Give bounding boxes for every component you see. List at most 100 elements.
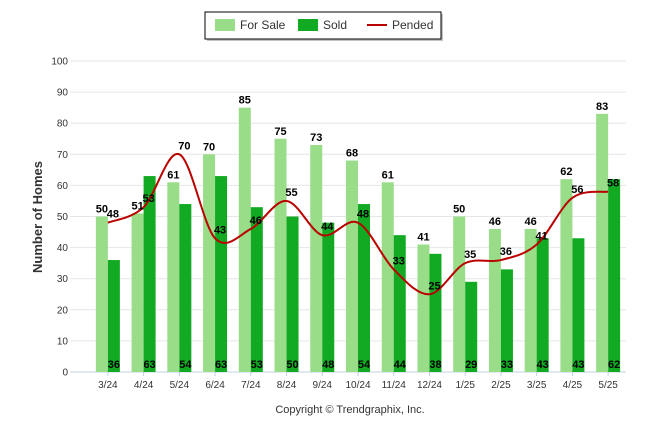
x-tick-label: 5/25 xyxy=(598,380,618,391)
sold-value-label: 29 xyxy=(465,359,477,371)
for-sale-value-label: 75 xyxy=(274,126,286,138)
sold-value-label: 43 xyxy=(572,359,584,371)
y-tick-label: 90 xyxy=(57,88,69,99)
data-labels: 50 36 48 51 63 53 61 54 70 70 63 43 85 53 46 75 50 55 73 48… xyxy=(96,95,621,371)
for-sale-value-label: 68 xyxy=(346,148,358,160)
pended-value-label: 53 xyxy=(142,193,154,205)
sold-value-label: 53 xyxy=(251,359,263,371)
pended-value-label: 56 xyxy=(571,184,583,196)
sold-value-label: 63 xyxy=(143,359,155,371)
for-sale-bar xyxy=(95,216,108,372)
sold-bar xyxy=(179,204,192,372)
sold-bar xyxy=(358,204,370,372)
sold-bar xyxy=(429,253,442,372)
y-tick-label: 80 xyxy=(57,119,69,130)
legend-label: Sold xyxy=(323,18,347,32)
for-sale-bar xyxy=(381,182,394,372)
y-axis-title: Number of Homes xyxy=(30,161,45,273)
sold-bar xyxy=(286,216,299,372)
x-tick-label: 12/24 xyxy=(417,380,442,391)
sold-value-label: 36 xyxy=(108,359,120,371)
for-sale-bar xyxy=(346,160,358,372)
pended-value-label: 36 xyxy=(500,246,512,258)
sold-value-label: 33 xyxy=(501,359,513,371)
legend-swatch xyxy=(215,19,235,31)
x-tick-label: 7/24 xyxy=(241,380,261,391)
pended-value-label: 46 xyxy=(250,215,262,227)
y-tick-label: 70 xyxy=(57,150,69,161)
y-tick-label: 100 xyxy=(51,57,68,68)
x-tick-label: 9/24 xyxy=(313,380,333,391)
sold-value-label: 62 xyxy=(608,359,620,371)
for-sale-bar xyxy=(453,216,466,372)
x-tick-label: 10/24 xyxy=(345,380,370,391)
sold-value-label: 50 xyxy=(286,359,298,371)
sold-value-label: 63 xyxy=(215,359,227,371)
sold-value-label: 54 xyxy=(179,359,192,371)
for-sale-value-label: 85 xyxy=(239,95,251,107)
y-tick-label: 30 xyxy=(57,274,69,285)
x-tick-label: 5/24 xyxy=(170,380,190,391)
x-tick-label: 3/25 xyxy=(527,380,547,391)
x-tick-label: 3/24 xyxy=(98,380,118,391)
pended-value-label: 55 xyxy=(285,187,297,199)
for-sale-value-label: 61 xyxy=(167,169,179,181)
for-sale-bar xyxy=(417,244,430,372)
sold-bar xyxy=(250,207,263,372)
for-sale-value-label: 62 xyxy=(560,166,572,178)
legend: For Sale Sold Pended xyxy=(215,18,433,32)
for-sale-bar xyxy=(238,107,251,373)
sold-value-label: 54 xyxy=(358,359,371,371)
sold-bar xyxy=(465,281,478,372)
sold-bar xyxy=(608,179,621,372)
y-axis-ticks: 0 10 20 30 40 50 60 70 80 90 100 xyxy=(51,57,68,379)
sold-bar xyxy=(572,238,585,372)
bars xyxy=(95,107,621,373)
for-sale-value-label: 50 xyxy=(453,204,465,216)
copyright-text: Copyright © Trendgraphix, Inc. xyxy=(275,404,424,416)
pended-value-label: 43 xyxy=(214,224,226,236)
y-tick-label: 0 xyxy=(62,368,68,379)
pended-value-label: 33 xyxy=(393,255,405,267)
sold-value-label: 38 xyxy=(429,359,441,371)
pended-value-label: 41 xyxy=(536,230,548,242)
pended-value-label: 48 xyxy=(107,209,119,221)
for-sale-value-label: 73 xyxy=(310,132,322,144)
sold-bar xyxy=(143,176,156,372)
x-tick-label: 2/25 xyxy=(491,380,511,391)
for-sale-bar xyxy=(203,154,216,372)
sold-bar xyxy=(107,260,120,372)
sold-value-label: 44 xyxy=(394,359,407,371)
x-tick-label: 1/25 xyxy=(455,380,475,391)
y-tick-label: 10 xyxy=(57,336,69,347)
for-sale-bar xyxy=(524,228,537,372)
x-tick-label: 4/24 xyxy=(134,380,154,391)
pended-value-label: 70 xyxy=(178,140,190,152)
sold-bar xyxy=(322,222,335,372)
y-tick-label: 20 xyxy=(57,305,69,316)
for-sale-value-label: 70 xyxy=(203,141,215,153)
x-tick-label: 11/24 xyxy=(382,380,407,391)
y-tick-label: 50 xyxy=(57,212,69,223)
pended-line-group xyxy=(107,153,609,296)
y-tick-label: 60 xyxy=(57,181,69,192)
for-sale-bar xyxy=(310,144,323,372)
sold-value-label: 48 xyxy=(322,359,334,371)
pended-value-label: 48 xyxy=(357,209,369,221)
for-sale-value-label: 46 xyxy=(489,216,501,228)
sold-value-label: 43 xyxy=(537,359,549,371)
for-sale-bar xyxy=(274,138,287,372)
sold-bar xyxy=(536,238,549,372)
legend-swatch xyxy=(298,19,318,31)
for-sale-bar xyxy=(131,213,144,372)
for-sale-value-label: 83 xyxy=(596,101,608,113)
for-sale-value-label: 51 xyxy=(131,200,143,212)
x-tick-label: 4/25 xyxy=(563,380,583,391)
for-sale-bar xyxy=(488,228,501,372)
sold-bar xyxy=(500,269,513,372)
for-sale-value-label: 41 xyxy=(417,231,429,243)
pended-value-label: 25 xyxy=(428,280,440,292)
x-axis-ticks: 3/24 4/24 5/24 6/24 7/24 8/24 9/24 10/24 11/24 12… xyxy=(98,372,618,391)
for-sale-value-label: 50 xyxy=(96,204,108,216)
